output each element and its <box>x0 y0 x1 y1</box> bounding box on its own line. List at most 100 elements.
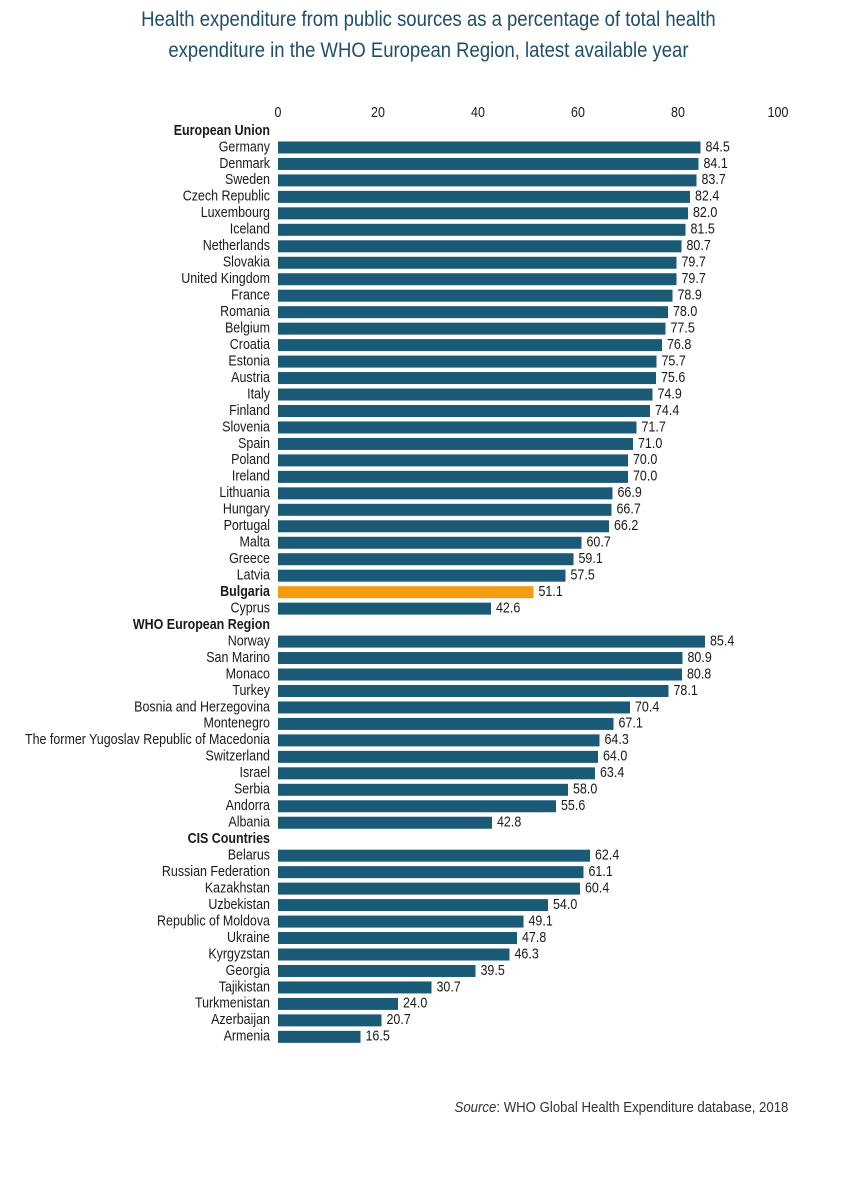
category-label-sweden: Sweden <box>225 171 270 187</box>
value-label-greece: 59.1 <box>578 550 602 566</box>
bar-belgium <box>278 322 666 335</box>
value-label-tajikistan: 30.7 <box>437 978 461 994</box>
category-label-andorra: Andorra <box>226 797 271 813</box>
category-label-albania: Albania <box>228 814 270 830</box>
value-label-latvia: 57.5 <box>570 567 594 583</box>
x-tick-label-80: 80 <box>671 104 685 120</box>
value-label-austria: 75.6 <box>661 369 685 385</box>
bar-germany <box>278 141 701 154</box>
value-label-bosnia-and-herzegovina: 70.4 <box>635 698 660 714</box>
bar-turkmenistan <box>278 997 398 1010</box>
category-label-lithuania: Lithuania <box>219 484 270 500</box>
value-label-malta: 60.7 <box>587 534 611 550</box>
category-label-republic-of-moldova: Republic of Moldova <box>157 913 270 929</box>
value-label-monaco: 80.8 <box>687 665 711 681</box>
category-label-denmark: Denmark <box>219 155 270 171</box>
category-label-germany: Germany <box>219 138 270 154</box>
value-label-slovenia: 71.7 <box>641 418 665 434</box>
value-label-spain: 71.0 <box>638 435 662 451</box>
category-label-turkmenistan: Turkmenistan <box>195 995 270 1011</box>
category-label-romania: Romania <box>220 303 270 319</box>
bar-ukraine <box>278 932 517 945</box>
category-label-switzerland: Switzerland <box>206 748 270 764</box>
bar-slovakia <box>278 256 677 269</box>
value-label-estonia: 75.7 <box>662 353 686 369</box>
category-label-georgia: Georgia <box>226 962 271 978</box>
value-label-ukraine: 47.8 <box>522 929 546 945</box>
bar-tajikistan <box>278 981 432 994</box>
category-label-malta: Malta <box>240 534 271 550</box>
bar-iceland <box>278 223 686 236</box>
bar-norway <box>278 635 705 648</box>
chart-title-line-2: expenditure in the WHO European Region, … <box>168 38 689 62</box>
category-label-czech-republic: Czech Republic <box>183 188 271 204</box>
value-label-kazakhstan: 60.4 <box>585 880 610 896</box>
value-label-albania: 42.8 <box>497 814 521 830</box>
value-label-azerbaijan: 20.7 <box>386 1011 410 1027</box>
value-label-sweden: 83.7 <box>702 171 726 187</box>
x-tick-label-100: 100 <box>768 104 789 120</box>
bar-azerbaijan <box>278 1014 382 1027</box>
bar-luxembourg <box>278 207 688 220</box>
bar-hungary <box>278 503 612 516</box>
value-label-cyprus: 42.6 <box>496 600 520 616</box>
bar-estonia <box>278 355 657 368</box>
value-label-belgium: 77.5 <box>671 320 695 336</box>
bar-bulgaria <box>278 586 534 599</box>
value-label-serbia: 58.0 <box>573 781 597 797</box>
value-label-united-kingdom: 79.7 <box>681 270 705 286</box>
x-tick-label-0: 0 <box>275 104 282 120</box>
bar-denmark <box>278 157 699 170</box>
value-label-uzbekistan: 54.0 <box>553 896 577 912</box>
bar-poland <box>278 454 628 467</box>
value-label-israel: 63.4 <box>600 764 625 780</box>
category-label-serbia: Serbia <box>234 781 270 797</box>
bar-lithuania <box>278 487 613 500</box>
category-label-luxembourg: Luxembourg <box>201 204 270 220</box>
value-label-netherlands: 80.7 <box>686 237 710 253</box>
category-label-poland: Poland <box>231 451 270 467</box>
value-label-turkey: 78.1 <box>673 682 697 698</box>
category-label-kyrgyzstan: Kyrgyzstan <box>208 945 270 961</box>
bar-france <box>278 289 673 302</box>
bar-spain <box>278 437 633 450</box>
category-label-tajikistan: Tajikistan <box>219 978 270 994</box>
source-note: Source: WHO Global Health Expenditure da… <box>454 1099 788 1116</box>
value-label-the-former-yugoslav-republic-of-macedonia: 64.3 <box>605 731 629 747</box>
x-tick-label-60: 60 <box>571 104 585 120</box>
category-label-croatia: Croatia <box>230 336 271 352</box>
category-label-the-former-yugoslav-republic-of-macedonia: The former Yugoslav Republic of Macedoni… <box>25 731 270 747</box>
bar-republic-of-moldova <box>278 915 524 928</box>
bar-serbia <box>278 783 568 796</box>
value-label-romania: 78.0 <box>673 303 697 319</box>
value-label-kyrgyzstan: 46.3 <box>515 945 539 961</box>
x-tick-label-40: 40 <box>471 104 485 120</box>
category-label-bosnia-and-herzegovina: Bosnia and Herzegovina <box>134 698 270 714</box>
category-label-israel: Israel <box>240 764 270 780</box>
value-label-denmark: 84.1 <box>704 155 728 171</box>
source-label: Source <box>454 1099 496 1116</box>
bar-israel <box>278 767 595 780</box>
value-label-lithuania: 66.9 <box>618 484 642 500</box>
bar-united-kingdom <box>278 273 677 286</box>
bar-kyrgyzstan <box>278 948 510 961</box>
category-label-bulgaria: Bulgaria <box>220 583 270 599</box>
bar-malta <box>278 536 582 549</box>
value-label-armenia: 16.5 <box>365 1028 389 1044</box>
value-label-luxembourg: 82.0 <box>693 204 717 220</box>
category-label-slovakia: Slovakia <box>223 254 271 270</box>
value-label-iceland: 81.5 <box>690 221 714 237</box>
bar-greece <box>278 553 574 566</box>
value-label-croatia: 76.8 <box>667 336 691 352</box>
value-label-italy: 74.9 <box>658 385 682 401</box>
value-label-slovakia: 79.7 <box>681 254 705 270</box>
category-label-ireland: Ireland <box>232 468 270 484</box>
category-label-finland: Finland <box>229 402 270 418</box>
bar-monaco <box>278 668 682 681</box>
bar-montenegro <box>278 717 614 730</box>
value-label-portugal: 66.2 <box>614 517 638 533</box>
bar-sweden <box>278 174 697 187</box>
value-label-france: 78.9 <box>677 287 701 303</box>
value-label-ireland: 70.0 <box>633 468 657 484</box>
bar-italy <box>278 388 653 401</box>
